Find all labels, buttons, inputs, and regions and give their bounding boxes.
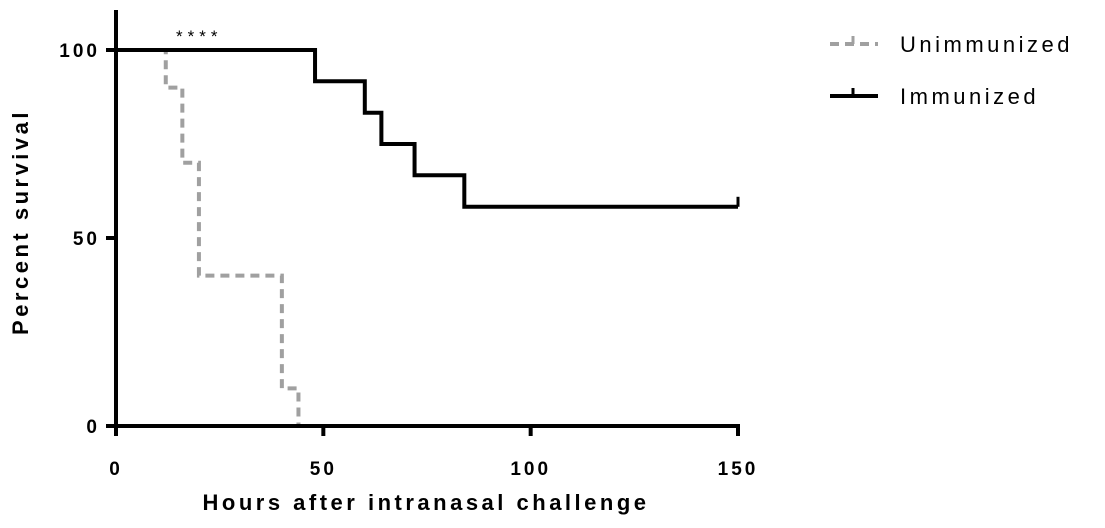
x-tick-label: 0 <box>109 459 123 480</box>
series-line-immunized <box>116 48 738 209</box>
y-tick-label: 50 <box>73 229 100 250</box>
legend-label-immunized: Immunized <box>900 84 1039 109</box>
y-axis-title: Percent survival <box>8 109 33 335</box>
x-axis-title: Hours after intranasal challenge <box>203 490 650 515</box>
ticks-layer: 0 50 100 150 0 50 100 <box>59 41 759 480</box>
x-tick-label: 100 <box>510 459 551 480</box>
legend-item-unimmunized: Unimmunized <box>830 32 1073 57</box>
x-tick-label: 150 <box>718 459 759 480</box>
series-layer <box>116 48 740 426</box>
y-tick-label: 100 <box>59 41 100 62</box>
significance-annotation: **** <box>176 27 222 46</box>
legend-label-unimmunized: Unimmunized <box>900 32 1073 57</box>
legend-item-immunized: Immunized <box>830 84 1039 109</box>
x-tick-label: 50 <box>310 459 337 480</box>
y-tick-label: 0 <box>86 417 100 438</box>
legend: Unimmunized Immunized <box>830 32 1073 109</box>
series-line-unimmunized <box>116 48 301 426</box>
